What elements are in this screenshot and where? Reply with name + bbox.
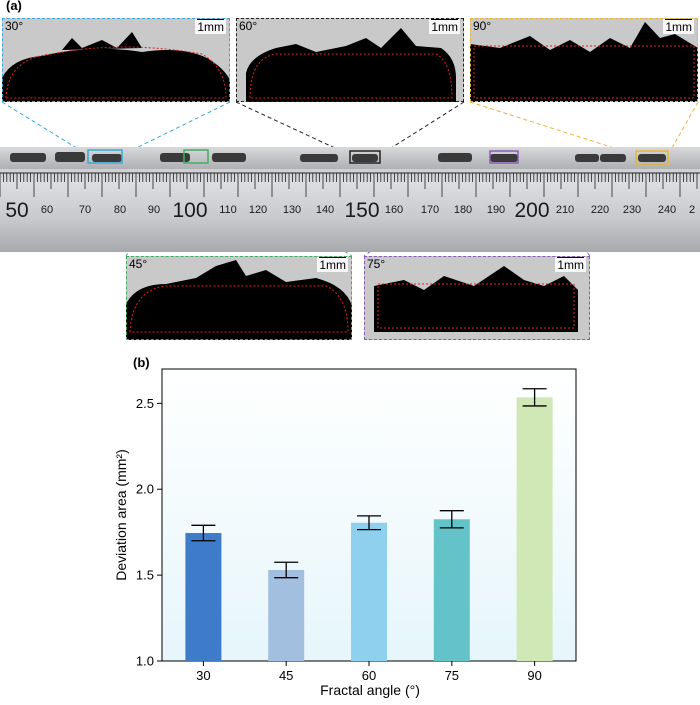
bead-cross-section [470,22,698,102]
ruler-number: 240 [657,204,677,216]
ruler-number: 70 [78,204,92,216]
bar-60 [351,522,387,661]
panel-a-label: (a) [6,0,22,13]
error-bar-45 [274,561,299,579]
ruler-number: 140 [315,204,335,216]
inset-45-deg: 45° 1mm [126,256,352,340]
inset-angle-label: 75° [367,257,386,271]
ruler-number: 150 [344,199,380,222]
inset-angle-label: 30° [5,19,24,33]
ruler-number: 130 [282,204,302,216]
error-bar-60 [357,515,381,531]
y-tick-label: 1.5 [136,568,154,583]
ruler-number: 220 [590,204,610,216]
ruler-number: 210 [555,204,575,216]
bead-cross-section [126,260,352,340]
inset-45-frame [126,256,352,340]
x-tick-label: 75 [445,668,459,683]
scale-bar: 1mm [663,19,694,34]
inset-75-frame [364,256,590,340]
bar-series [185,388,553,661]
inset-angle-label: 90° [473,19,492,33]
ruler-number: 200 [514,199,550,222]
ruler-number: 90 [147,204,161,216]
inset-30-frame [2,18,230,102]
bar-45 [268,569,305,661]
inset-60-deg: 60° 1mm [236,18,464,102]
ruler-number: 230 [622,204,642,216]
error-bar-30 [191,524,216,542]
deposition-photo-panel: (a) 30° 1mm 60° 1mm 90° 1mm [0,0,700,345]
x-tick-label: 60 [362,668,376,683]
x-axis-ticks: 30 45 60 75 90 [196,661,542,683]
y-axis-ticks: 1.0 1.5 2.0 2.5 [136,396,162,669]
x-axis-title: Fractal angle (°) [320,682,420,698]
bead-cross-section [246,28,456,102]
ruler-number: 80 [113,204,127,216]
ruler-number: 60 [40,204,54,216]
ruler-number: 100 [172,199,208,222]
y-tick-label: 1.0 [136,654,154,669]
bar-90 [516,397,553,661]
bead-cross-section [2,32,230,102]
bead-cross-section [374,266,578,332]
x-tick-label: 90 [527,668,541,683]
inset-angle-label: 60° [239,19,258,33]
ruler-number: 190 [486,204,506,216]
bar-30 [185,533,222,661]
scale-bar: 1mm [429,19,460,34]
scale-bar: 1mm [555,257,586,272]
ruler-number: 170 [420,204,440,216]
y-axis-title: Deviation area (mm²) [113,449,129,580]
ruler-graduations [0,149,700,197]
inset-60-frame [236,18,464,102]
inset-angle-label: 45° [129,257,148,271]
inset-30-deg: 30° 1mm [2,18,230,102]
inset-90-frame [470,18,698,102]
ruler-number: 120 [248,204,268,216]
bar-75 [433,519,470,661]
y-tick-label: 2.0 [136,482,154,497]
y-tick-label: 2.5 [136,396,154,411]
ruler-number: 110 [219,204,237,216]
scale-bar: 1mm [195,19,226,34]
inset-75-deg: 75° 1mm [364,256,590,340]
scale-bar: 1mm [317,257,348,272]
steel-ruler: 50 60 70 80 90 100 110 120 130 140 150 1… [0,147,700,252]
ruler-number: 2 [688,204,696,216]
deviation-area-bar-chart: 1.0 1.5 2.0 2.5 30 45 60 75 90 Fractal angle (°… [113,368,577,698]
inset-90-deg: 90° 1mm [470,18,698,102]
ruler-number: 50 [5,199,29,222]
ruler-number: 180 [453,204,473,216]
panel-b-label: (b) [133,355,150,370]
error-bar-75 [439,510,464,529]
x-tick-label: 30 [196,668,210,683]
error-bar-90 [522,388,547,407]
ruler-number: 160 [384,204,404,216]
x-tick-label: 45 [279,668,293,683]
